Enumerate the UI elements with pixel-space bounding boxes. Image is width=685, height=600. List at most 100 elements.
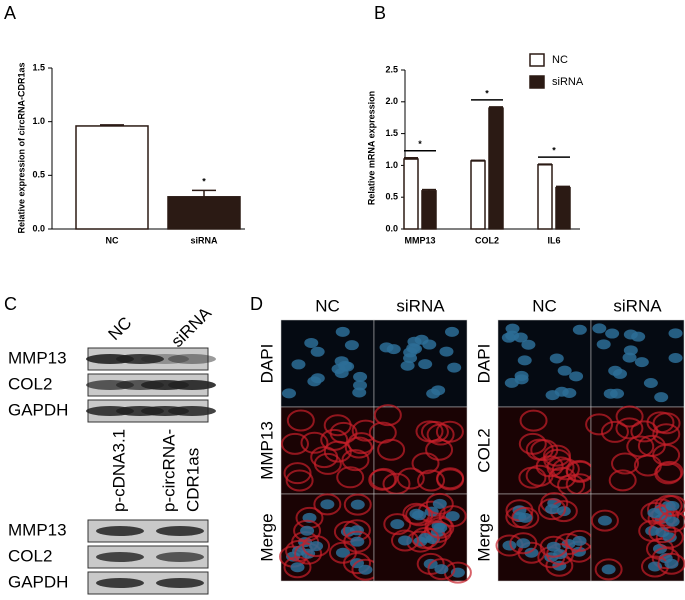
nucleus (664, 558, 679, 569)
nucleus (282, 388, 297, 399)
nucleus (668, 328, 683, 339)
nucleus (422, 339, 437, 350)
cell (343, 493, 372, 516)
y-tick-label: 1.0 (32, 116, 45, 126)
nucleus (647, 507, 662, 518)
cell (344, 436, 373, 459)
row-label: COL2 (8, 546, 52, 565)
cell (654, 462, 683, 485)
nucleus (654, 392, 669, 403)
legend-swatch (529, 53, 545, 67)
nucleus (643, 377, 658, 388)
y-tick-label: 2.0 (385, 96, 398, 106)
blot-band (156, 526, 204, 536)
blot-strip (87, 571, 209, 595)
x-tick-label: MMP13 (404, 235, 435, 245)
nucleus (516, 538, 531, 549)
x-tick-label: COL2 (475, 235, 499, 245)
cell (426, 516, 455, 539)
cell (280, 432, 309, 455)
nucleus (592, 323, 607, 334)
column-label: NC (532, 296, 557, 315)
blot-band (116, 354, 164, 364)
row-label: COL2 (8, 374, 52, 393)
panel-label: C (4, 294, 17, 314)
nucleus (335, 547, 350, 558)
row-label: Merge (474, 513, 493, 561)
cell (396, 467, 425, 490)
column-label: siRNA (613, 296, 662, 315)
row-label: GAPDH (8, 400, 68, 419)
row-label: Merge (257, 513, 276, 561)
nucleus (310, 346, 325, 357)
cell (373, 404, 402, 427)
nucleus (406, 343, 421, 354)
cell (343, 552, 372, 575)
cell (383, 513, 412, 536)
lane-label: p-cDNA3.1 (109, 429, 128, 512)
row-label: COL2 (474, 428, 493, 472)
nucleus (398, 535, 413, 546)
nucleus (524, 547, 539, 558)
cell (511, 506, 540, 529)
cell (343, 530, 372, 553)
nucleus (545, 504, 560, 515)
cell (608, 469, 637, 492)
cell (652, 423, 681, 446)
cell (538, 498, 567, 521)
cell (417, 469, 446, 492)
cell (519, 409, 548, 432)
row-label: MMP13 (257, 421, 276, 480)
y-axis-label: Relative expression of circRNA-CDR1as (16, 62, 26, 233)
x-tick-label: IL6 (547, 235, 560, 245)
cell (611, 452, 640, 475)
nucleus (320, 499, 335, 510)
nucleus (623, 345, 638, 356)
cell (615, 417, 644, 440)
nucleus (505, 323, 520, 334)
bar (555, 186, 571, 230)
row-label: MMP13 (8, 520, 67, 539)
nucleus (290, 562, 305, 573)
nucleus (610, 388, 625, 399)
cell (420, 420, 449, 443)
cell (425, 438, 454, 461)
row-label: GAPDH (8, 572, 68, 591)
nucleus (403, 353, 418, 364)
y-axis-label: Relative mRNA expression (366, 91, 376, 205)
cell (427, 558, 456, 581)
blot-band (96, 526, 144, 536)
cell (626, 435, 655, 458)
nucleus (665, 516, 680, 527)
nucleus (418, 532, 433, 543)
lane-label: siRNA (168, 303, 216, 351)
row-label: DAPI (257, 344, 276, 384)
nucleus (444, 326, 459, 337)
y-tick-label: 1.0 (385, 160, 398, 170)
cell (425, 492, 454, 515)
legend-label: NC (552, 54, 568, 66)
cell (310, 446, 339, 469)
nucleus (545, 390, 560, 401)
legend-swatch (529, 75, 545, 89)
nucleus (447, 362, 462, 373)
y-tick-label: 0.0 (32, 223, 45, 233)
cell (294, 542, 323, 565)
column-label: siRNA (396, 296, 445, 315)
cell (655, 526, 684, 549)
micrograph (373, 406, 468, 495)
nucleus (400, 360, 415, 371)
cell (637, 434, 666, 457)
cell (548, 466, 577, 489)
cell (525, 438, 554, 461)
significance: * (485, 88, 489, 98)
blot-strip (87, 519, 209, 543)
nucleus (353, 371, 368, 382)
cell (546, 543, 575, 566)
lane-label: p-circRNA- (159, 429, 178, 512)
blot-band (96, 552, 144, 562)
cell (283, 462, 312, 485)
cell (411, 452, 440, 475)
bar (75, 125, 149, 230)
